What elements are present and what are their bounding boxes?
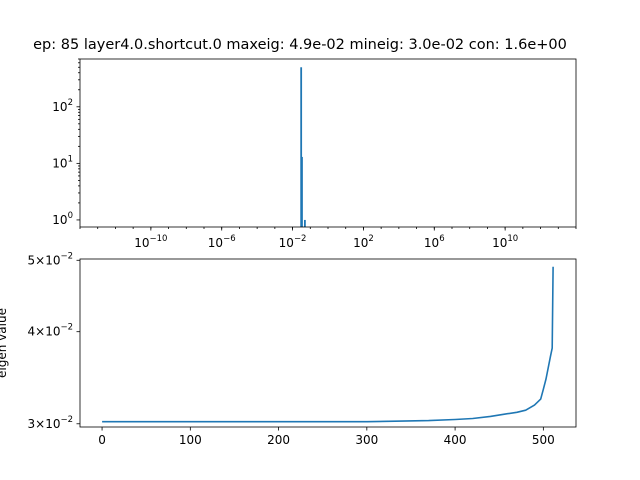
x-tick-label: 0 xyxy=(98,433,106,447)
y-tick-label: 5×10−2 xyxy=(27,251,73,267)
x-tick-label: 10−2 xyxy=(279,234,307,250)
y-tick-label: 102 xyxy=(52,98,73,114)
x-tick-label: 10−10 xyxy=(134,234,167,250)
x-tick-label: 102 xyxy=(353,234,374,250)
x-tick-label: 1010 xyxy=(492,234,518,250)
y-axis-label: eigen value xyxy=(0,308,9,378)
x-tick-label: 400 xyxy=(444,433,467,447)
histogram-bar xyxy=(303,219,306,227)
x-tick-label: 10−6 xyxy=(208,234,236,250)
eigenvalue-series-line xyxy=(102,266,554,423)
x-tick-label: 500 xyxy=(532,433,555,447)
y-tick-label: 101 xyxy=(52,154,73,170)
x-tick-label: 300 xyxy=(355,433,378,447)
histogram-bar xyxy=(301,156,303,227)
histogram-axes-frame xyxy=(79,58,577,228)
chart-title: ep: 85 layer4.0.shortcut.0 maxeig: 4.9e-… xyxy=(33,37,567,53)
histogram-panel: 10−10 10−6 10−2 102 106 1010 100 101 102 xyxy=(52,58,577,250)
x-tick-label: 100 xyxy=(179,433,202,447)
eigenvalue-line-panel: 0 100 200 300 400 500 3×10−2 4×10−2 5×10−2 eigen … xyxy=(0,251,577,447)
y-tick-label: 3×10−2 xyxy=(27,415,73,431)
histogram-bar xyxy=(300,67,303,228)
y-tick-label: 100 xyxy=(52,211,73,227)
x-tick-label: 200 xyxy=(267,433,290,447)
line-axes-frame xyxy=(79,258,577,428)
x-tick-label: 106 xyxy=(424,234,445,250)
y-tick-label: 4×10−2 xyxy=(27,323,73,339)
